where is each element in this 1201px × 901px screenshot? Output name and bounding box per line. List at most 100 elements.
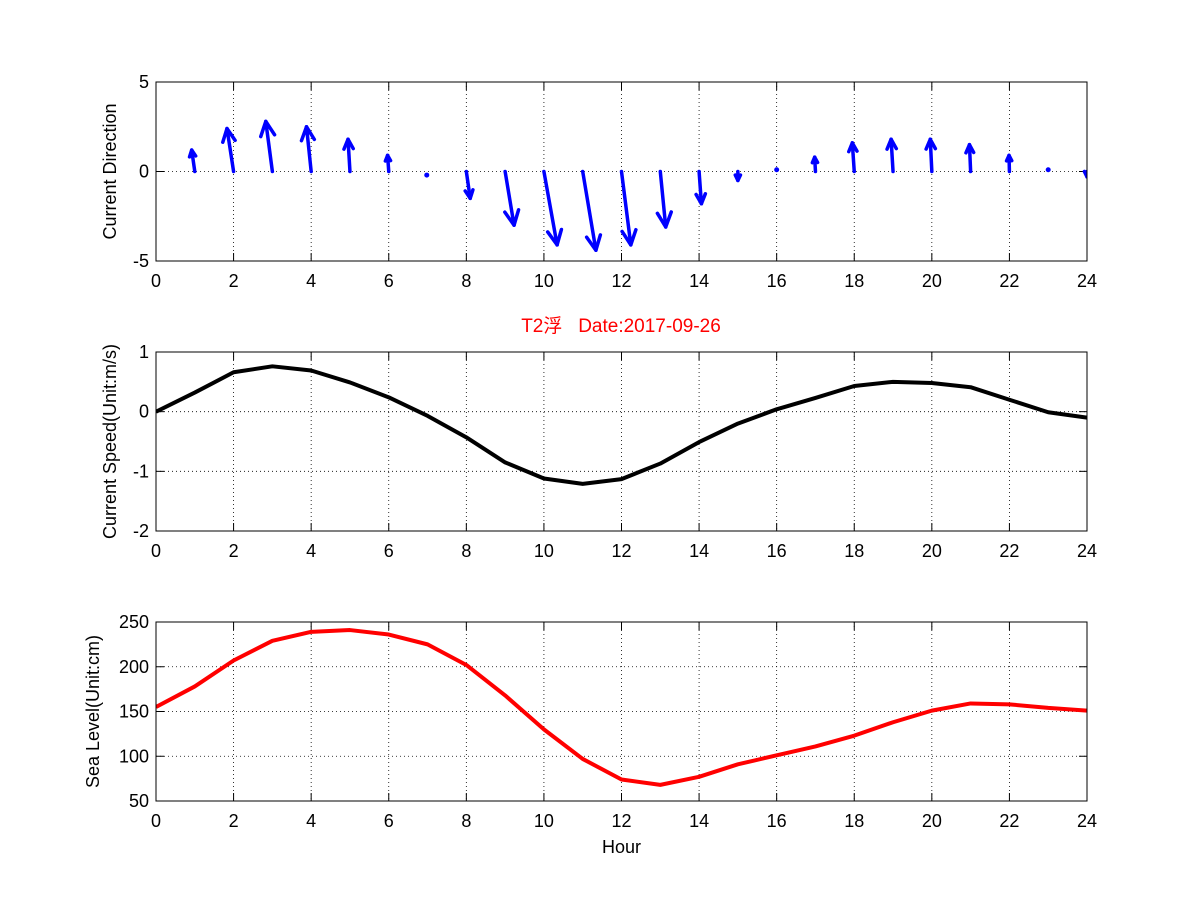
- level-ytick-label: 50: [129, 791, 149, 811]
- level-xtick-label: 14: [689, 811, 709, 831]
- speed-xtick-label: 12: [611, 541, 631, 561]
- direction-arrow: [299, 125, 317, 174]
- direction-arrow: [503, 169, 521, 227]
- level-ytick-label: 150: [119, 702, 149, 722]
- direction-arrow: [847, 141, 859, 174]
- direction-arrow: [221, 126, 237, 174]
- direction-arrow-shaft: [542, 169, 559, 247]
- direction-arrow-head: [620, 227, 638, 247]
- direction-arrow-shaft: [889, 137, 895, 174]
- direction-arrow-shaft: [225, 126, 236, 174]
- speed-ytick-label: 1: [139, 342, 149, 362]
- direction-arrow-head: [342, 137, 355, 151]
- level-axes-frame: [155, 621, 1088, 802]
- level-xtick-label: 0: [151, 811, 161, 831]
- direction-arrow-head: [259, 119, 277, 139]
- level-ylabel: Sea Level(Unit:cm): [83, 635, 103, 788]
- direction-xtick-label: 2: [229, 271, 239, 291]
- direction-axes-frame: [155, 81, 1088, 262]
- direction-data-layer: [187, 119, 1087, 253]
- direction-xtick-label: 16: [767, 271, 787, 291]
- level-xtick-label: 10: [534, 811, 554, 831]
- direction-arrow-shaft: [503, 169, 516, 227]
- figure-title: T2浮 Date:2017-09-26: [521, 315, 721, 337]
- level-xlabel: Hour: [602, 837, 641, 857]
- direction-arrow: [542, 169, 564, 247]
- speed-xtick-label: 18: [844, 541, 864, 561]
- direction-ylabel: Current Direction: [100, 103, 120, 239]
- speed-xtick-label: 22: [999, 541, 1019, 561]
- speed-ylabel: Current Speed(Unit:m/s): [100, 344, 120, 539]
- level-xtick-label: 24: [1077, 811, 1097, 831]
- direction-arrow: [1004, 153, 1014, 174]
- direction-arrow: [463, 169, 475, 201]
- level-ytick-label: 200: [119, 657, 149, 677]
- direction-xtick-label: 10: [534, 271, 554, 291]
- direction-xtick-label: 12: [611, 271, 631, 291]
- direction-arrow-head: [187, 148, 198, 159]
- direction-xtick-label: 0: [151, 271, 161, 291]
- direction-ytick-label: 5: [139, 72, 149, 92]
- level-xtick-label: 2: [229, 811, 239, 831]
- direction-arrow: [1045, 167, 1051, 173]
- direction-arrow: [1082, 169, 1087, 179]
- direction-arrow-shaft: [850, 141, 856, 174]
- direction-arrow: [580, 169, 603, 253]
- direction-xtick-label: 4: [306, 271, 316, 291]
- level-xtick-label: 20: [922, 811, 942, 831]
- direction-xtick-label: 6: [384, 271, 394, 291]
- direction-arrow-head: [885, 137, 899, 151]
- direction-arrow: [810, 155, 820, 174]
- direction-arrow-head: [694, 192, 708, 206]
- direction-xtick-label: 14: [689, 271, 709, 291]
- speed-xtick-label: 10: [534, 541, 554, 561]
- direction-arrow-shaft: [264, 119, 275, 174]
- direction-ytick-label: -5: [133, 251, 149, 271]
- direction-arrow-head: [655, 210, 673, 229]
- speed-xtick-label: 2: [229, 541, 239, 561]
- level-ytick-label: 250: [119, 612, 149, 632]
- direction-arrow-head: [463, 188, 475, 201]
- direction-arrow-shaft: [346, 137, 352, 174]
- direction-arrow-shaft: [697, 169, 704, 206]
- direction-arrow-head: [383, 153, 393, 163]
- direction-arrow: [885, 137, 899, 174]
- direction-arrow: [964, 142, 976, 174]
- direction-arrow: [424, 172, 430, 178]
- direction-arrow: [259, 119, 277, 174]
- direction-arrow-head: [221, 126, 237, 145]
- speed-axes-frame: [155, 351, 1088, 532]
- direction-arrow-shaft: [928, 137, 934, 174]
- speed-ytick-label: -1: [133, 461, 149, 481]
- speed-xtick-label: 8: [461, 541, 471, 561]
- direction-arrow-head: [299, 125, 317, 143]
- level-xtick-label: 22: [999, 811, 1019, 831]
- level-xtick-label: 6: [384, 811, 394, 831]
- speed-xtick-label: 4: [306, 541, 316, 561]
- direction-arrow: [342, 137, 355, 174]
- direction-xtick-label: 8: [461, 271, 471, 291]
- direction-arrow-head: [584, 233, 603, 253]
- direction-arrow: [655, 169, 673, 229]
- direction-xtick-label: 24: [1077, 271, 1097, 291]
- speed-xtick-label: 16: [767, 541, 787, 561]
- speed-ytick-label: -2: [133, 521, 149, 541]
- speed-xtick-label: 14: [689, 541, 709, 561]
- direction-arrow-shaft: [658, 169, 668, 229]
- direction-arrow: [694, 169, 708, 206]
- speed-ytick-label: 0: [139, 402, 149, 422]
- direction-arrow-shaft: [967, 142, 973, 174]
- direction-arrow-head: [503, 208, 521, 227]
- direction-arrow-head: [847, 141, 859, 154]
- direction-arrow: [924, 137, 938, 174]
- direction-arrow-head: [1004, 153, 1014, 163]
- speed-xtick-label: 6: [384, 541, 394, 561]
- level-xtick-label: 18: [844, 811, 864, 831]
- direction-arrow-head: [545, 227, 564, 247]
- direction-arrow-head: [810, 155, 820, 165]
- direction-arrow-shaft: [304, 125, 313, 174]
- direction-arrow-shaft: [464, 169, 472, 201]
